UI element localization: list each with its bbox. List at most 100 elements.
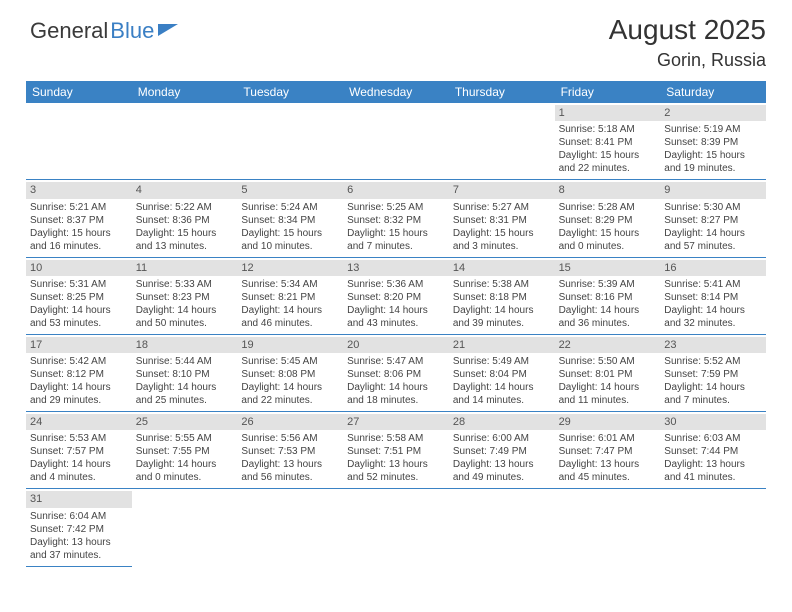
day-number: 26: [237, 414, 343, 430]
daylight2-text: and 45 minutes.: [559, 471, 657, 484]
day-number: 30: [660, 414, 766, 430]
day-info: Sunrise: 5:39 AMSunset: 8:16 PMDaylight:…: [559, 278, 657, 330]
sunrise-text: Sunrise: 5:30 AM: [664, 201, 762, 214]
day-number: 6: [343, 182, 449, 198]
sunset-text: Sunset: 8:01 PM: [559, 368, 657, 381]
calendar-cell: 11Sunrise: 5:33 AMSunset: 8:23 PMDayligh…: [132, 258, 238, 334]
sunset-text: Sunset: 7:55 PM: [136, 445, 234, 458]
day-info: Sunrise: 5:58 AMSunset: 7:51 PMDaylight:…: [347, 432, 445, 484]
calendar-cell: 2Sunrise: 5:19 AMSunset: 8:39 PMDaylight…: [660, 103, 766, 179]
daylight2-text: and 18 minutes.: [347, 394, 445, 407]
sunset-text: Sunset: 7:51 PM: [347, 445, 445, 458]
daylight1-text: Daylight: 14 hours: [347, 381, 445, 394]
daylight1-text: Daylight: 14 hours: [664, 304, 762, 317]
daylight2-text: and 4 minutes.: [30, 471, 128, 484]
daylight2-text: and 36 minutes.: [559, 317, 657, 330]
sunset-text: Sunset: 8:21 PM: [241, 291, 339, 304]
sunset-text: Sunset: 7:53 PM: [241, 445, 339, 458]
day-number: 9: [660, 182, 766, 198]
day-info: Sunrise: 5:55 AMSunset: 7:55 PMDaylight:…: [136, 432, 234, 484]
calendar-cell: 14Sunrise: 5:38 AMSunset: 8:18 PMDayligh…: [449, 258, 555, 334]
sunrise-text: Sunrise: 5:52 AM: [664, 355, 762, 368]
sunrise-text: Sunrise: 5:27 AM: [453, 201, 551, 214]
day-number: 14: [449, 260, 555, 276]
calendar-cell: 16Sunrise: 5:41 AMSunset: 8:14 PMDayligh…: [660, 258, 766, 334]
sunset-text: Sunset: 8:14 PM: [664, 291, 762, 304]
daylight2-text: and 56 minutes.: [241, 471, 339, 484]
daylight1-text: Daylight: 14 hours: [664, 381, 762, 394]
sunset-text: Sunset: 8:16 PM: [559, 291, 657, 304]
calendar-cell: 4Sunrise: 5:22 AMSunset: 8:36 PMDaylight…: [132, 180, 238, 256]
daylight2-text: and 0 minutes.: [559, 240, 657, 253]
day-header: Monday: [132, 81, 238, 103]
calendar-cell: 15 Sunrise: 5:39 AMSunset: 8:16 PMDayligh…: [555, 258, 661, 334]
day-header: Tuesday: [237, 81, 343, 103]
daylight2-text: and 37 minutes.: [30, 549, 128, 562]
sunset-text: Sunset: 8:08 PM: [241, 368, 339, 381]
sunrise-text: Sunrise: 5:47 AM: [347, 355, 445, 368]
day-number: 15: [555, 260, 661, 276]
sunrise-text: Sunrise: 5:49 AM: [453, 355, 551, 368]
daylight1-text: Daylight: 13 hours: [347, 458, 445, 471]
calendar-week: 3Sunrise: 5:21 AMSunset: 8:37 PMDaylight…: [26, 180, 766, 257]
sunset-text: Sunset: 8:27 PM: [664, 214, 762, 227]
sunrise-text: Sunrise: 5:56 AM: [241, 432, 339, 445]
daylight2-text: and 13 minutes.: [136, 240, 234, 253]
daylight2-text: and 32 minutes.: [664, 317, 762, 330]
page-header: GeneralBlue August 2025 Gorin, Russia: [0, 0, 792, 77]
day-number: 29: [555, 414, 661, 430]
calendar-week: 31Sunrise: 6:04 AMSunset: 7:42 PMDayligh…: [26, 489, 132, 566]
day-number: 24: [26, 414, 132, 430]
calendar-cell: 17Sunrise: 5:42 AMSunset: 8:12 PMDayligh…: [26, 335, 132, 411]
calendar-cell: 9Sunrise: 5:30 AMSunset: 8:27 PMDaylight…: [660, 180, 766, 256]
calendar-cell: [132, 103, 238, 179]
sunset-text: Sunset: 8:10 PM: [136, 368, 234, 381]
day-number: 31: [26, 491, 132, 507]
day-info: Sunrise: 5:24 AMSunset: 8:34 PMDaylight:…: [241, 201, 339, 253]
day-header-row: Sunday Monday Tuesday Wednesday Thursday…: [26, 81, 766, 103]
daylight2-text: and 7 minutes.: [347, 240, 445, 253]
day-number: 1: [555, 105, 661, 121]
daylight2-text: and 19 minutes.: [664, 162, 762, 175]
day-number: 17: [26, 337, 132, 353]
daylight1-text: Daylight: 15 hours: [136, 227, 234, 240]
day-info: Sunrise: 5:33 AMSunset: 8:23 PMDaylight:…: [136, 278, 234, 330]
daylight1-text: Daylight: 14 hours: [30, 304, 128, 317]
calendar-cell: 18Sunrise: 5:44 AMSunset: 8:10 PMDayligh…: [132, 335, 238, 411]
calendar-cell: 28Sunrise: 6:00 AMSunset: 7:49 PMDayligh…: [449, 412, 555, 488]
sunrise-text: Sunrise: 5:44 AM: [136, 355, 234, 368]
daylight1-text: Daylight: 13 hours: [664, 458, 762, 471]
daylight2-text: and 25 minutes.: [136, 394, 234, 407]
daylight2-text: and 39 minutes.: [453, 317, 551, 330]
day-info: Sunrise: 5:21 AMSunset: 8:37 PMDaylight:…: [30, 201, 128, 253]
day-number: 25: [132, 414, 238, 430]
sunrise-text: Sunrise: 6:04 AM: [30, 510, 128, 523]
sunset-text: Sunset: 8:29 PM: [559, 214, 657, 227]
day-header: Sunday: [26, 81, 132, 103]
logo: GeneralBlue: [30, 14, 180, 44]
daylight2-text: and 57 minutes.: [664, 240, 762, 253]
calendar-cell: 22Sunrise: 5:50 AMSunset: 8:01 PMDayligh…: [555, 335, 661, 411]
day-info: Sunrise: 5:45 AMSunset: 8:08 PMDaylight:…: [241, 355, 339, 407]
daylight1-text: Daylight: 15 hours: [347, 227, 445, 240]
daylight2-text: and 50 minutes.: [136, 317, 234, 330]
day-info: Sunrise: 5:34 AMSunset: 8:21 PMDaylight:…: [241, 278, 339, 330]
sunset-text: Sunset: 8:25 PM: [30, 291, 128, 304]
calendar-cell: 29Sunrise: 6:01 AMSunset: 7:47 PMDayligh…: [555, 412, 661, 488]
sunset-text: Sunset: 7:59 PM: [664, 368, 762, 381]
daylight1-text: Daylight: 14 hours: [453, 381, 551, 394]
sunset-text: Sunset: 8:32 PM: [347, 214, 445, 227]
daylight1-text: Daylight: 14 hours: [30, 458, 128, 471]
calendar-grid: Sunday Monday Tuesday Wednesday Thursday…: [26, 81, 766, 567]
daylight2-text: and 53 minutes.: [30, 317, 128, 330]
sunrise-text: Sunrise: 6:03 AM: [664, 432, 762, 445]
day-number: 10: [26, 260, 132, 276]
sunset-text: Sunset: 8:04 PM: [453, 368, 551, 381]
sunset-text: Sunset: 7:42 PM: [30, 523, 128, 536]
daylight1-text: Daylight: 14 hours: [136, 381, 234, 394]
sunset-text: Sunset: 8:12 PM: [30, 368, 128, 381]
daylight1-text: Daylight: 14 hours: [136, 458, 234, 471]
calendar-cell: 13Sunrise: 5:36 AMSunset: 8:20 PMDayligh…: [343, 258, 449, 334]
calendar-cell: 25 Sunrise: 5:55 AMSunset: 7:55 PMDayligh…: [132, 412, 238, 488]
day-info: Sunrise: 5:31 AMSunset: 8:25 PMDaylight:…: [30, 278, 128, 330]
